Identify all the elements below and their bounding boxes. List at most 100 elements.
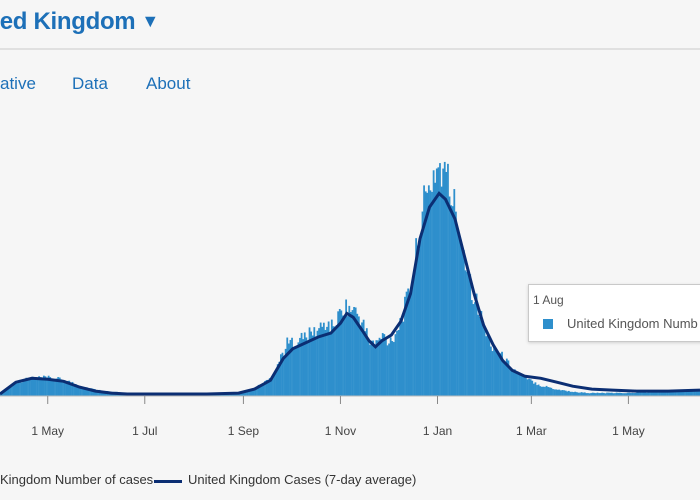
- cases-bar[interactable]: [318, 328, 320, 396]
- cases-bar[interactable]: [679, 391, 682, 396]
- cases-bar[interactable]: [410, 290, 413, 396]
- cases-bar[interactable]: [14, 383, 17, 396]
- cases-bar[interactable]: [84, 387, 87, 396]
- cases-bar[interactable]: [267, 379, 270, 396]
- cases-bar[interactable]: [416, 245, 419, 396]
- cases-bar[interactable]: [383, 334, 386, 396]
- cases-bar[interactable]: [6, 389, 9, 396]
- cases-bar[interactable]: [612, 393, 615, 396]
- cases-bar[interactable]: [642, 392, 645, 396]
- cases-bar[interactable]: [392, 342, 395, 396]
- cases-bar[interactable]: [598, 393, 600, 396]
- cases-bar[interactable]: [23, 380, 26, 396]
- cases-bar[interactable]: [599, 393, 602, 396]
- cases-bar[interactable]: [307, 341, 309, 396]
- cases-bar[interactable]: [591, 392, 594, 396]
- cases-bar[interactable]: [695, 389, 698, 396]
- cases-bar[interactable]: [89, 388, 91, 396]
- cases-bar[interactable]: [474, 302, 476, 396]
- cases-bar[interactable]: [97, 390, 99, 396]
- cases-bar[interactable]: [44, 376, 47, 396]
- cases-bar[interactable]: [585, 393, 588, 396]
- cases-bar[interactable]: [582, 392, 585, 396]
- cases-bar[interactable]: [15, 383, 18, 396]
- cases-bar[interactable]: [634, 392, 637, 396]
- cases-bar[interactable]: [455, 211, 457, 396]
- cases-bar[interactable]: [587, 393, 589, 396]
- cases-bar[interactable]: [472, 304, 475, 396]
- cases-bar[interactable]: [636, 392, 639, 396]
- cases-bar[interactable]: [391, 341, 394, 396]
- cases-bar[interactable]: [665, 391, 667, 396]
- cases-bar[interactable]: [435, 168, 438, 396]
- cases-bar[interactable]: [356, 313, 359, 396]
- cases-bar[interactable]: [536, 385, 538, 396]
- legend-item-line[interactable]: United Kingdom Cases (7-day average): [188, 472, 416, 487]
- cases-bar[interactable]: [480, 310, 483, 396]
- cases-bar[interactable]: [577, 392, 580, 396]
- cases-bar[interactable]: [590, 393, 593, 396]
- cases-bar[interactable]: [518, 374, 521, 396]
- cases-bar[interactable]: [100, 391, 103, 396]
- cases-bar[interactable]: [386, 345, 389, 396]
- cases-bar[interactable]: [313, 327, 316, 396]
- cases-bar[interactable]: [497, 354, 500, 396]
- cases-bar[interactable]: [287, 343, 290, 396]
- cases-bar[interactable]: [372, 340, 375, 396]
- cases-bar[interactable]: [555, 389, 558, 396]
- cases-bar[interactable]: [74, 384, 77, 396]
- cases-bar[interactable]: [641, 392, 643, 396]
- cases-bar[interactable]: [623, 393, 626, 396]
- cases-bar[interactable]: [340, 310, 343, 396]
- cases-bar[interactable]: [696, 390, 699, 396]
- cases-bar[interactable]: [42, 375, 45, 396]
- cases-bar[interactable]: [227, 393, 230, 396]
- tab-data[interactable]: Data: [72, 74, 108, 93]
- cases-bar[interactable]: [20, 382, 23, 396]
- cases-bar[interactable]: [283, 355, 285, 396]
- cases-bar[interactable]: [240, 392, 243, 396]
- cases-bar[interactable]: [526, 379, 529, 396]
- cases-bar[interactable]: [431, 191, 433, 396]
- cases-bar[interactable]: [330, 319, 333, 396]
- cases-bar[interactable]: [647, 391, 650, 396]
- cases-bar[interactable]: [388, 343, 390, 396]
- cases-bar[interactable]: [548, 387, 551, 396]
- cases-bar[interactable]: [688, 390, 691, 396]
- cases-bar[interactable]: [65, 382, 68, 396]
- cases-bar[interactable]: [302, 339, 305, 396]
- cases-bar[interactable]: [308, 327, 311, 396]
- cases-bar[interactable]: [348, 305, 351, 396]
- cases-bar[interactable]: [420, 234, 422, 396]
- cases-bar[interactable]: [614, 393, 616, 396]
- cases-bar[interactable]: [418, 248, 421, 396]
- cases-bar[interactable]: [3, 392, 5, 396]
- cases-bar[interactable]: [58, 377, 61, 396]
- cases-bar[interactable]: [552, 389, 554, 396]
- cases-bar[interactable]: [558, 389, 561, 396]
- cases-bar[interactable]: [652, 391, 655, 396]
- cases-bar[interactable]: [677, 391, 680, 396]
- cases-bar[interactable]: [354, 307, 357, 396]
- cases-bar[interactable]: [303, 332, 306, 396]
- cases-bar[interactable]: [310, 331, 313, 396]
- cases-bar[interactable]: [447, 163, 449, 396]
- cases-bar[interactable]: [268, 378, 271, 396]
- cases-bar[interactable]: [230, 393, 233, 396]
- cases-bar[interactable]: [525, 376, 527, 396]
- cases-bar[interactable]: [625, 393, 628, 396]
- cases-bar[interactable]: [502, 361, 505, 396]
- cases-bar[interactable]: [326, 326, 328, 396]
- cases-bar[interactable]: [396, 330, 398, 396]
- cases-bar[interactable]: [478, 316, 481, 396]
- cases-bar[interactable]: [265, 379, 268, 396]
- cases-bar[interactable]: [462, 250, 465, 396]
- cases-bar[interactable]: [295, 345, 298, 396]
- cases-bar[interactable]: [291, 337, 293, 396]
- cases-bar[interactable]: [273, 373, 276, 396]
- cases-bar[interactable]: [602, 392, 605, 396]
- cases-bar[interactable]: [378, 337, 381, 396]
- cases-bar[interactable]: [682, 391, 685, 396]
- cases-bar[interactable]: [657, 392, 659, 396]
- cases-bar[interactable]: [35, 377, 37, 396]
